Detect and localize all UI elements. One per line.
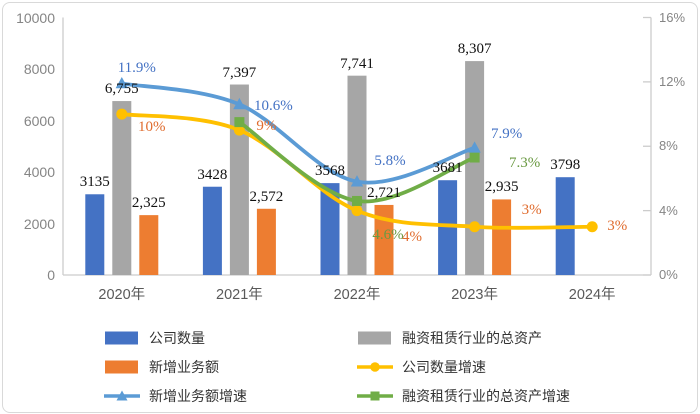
left-axis-tick-label: 8000 (23, 61, 55, 77)
circle-marker-icon (370, 361, 380, 372)
bar-融资租赁行业的总资产-2023年 (465, 61, 485, 275)
line-value-label: 3% (607, 217, 628, 234)
bar-公司数量-2023年 (438, 180, 458, 275)
legend-item-total-assets: 融资租赁行业的总资产 (357, 330, 570, 346)
bar-legend-marker-icon (105, 360, 138, 373)
legend-item-new-business: 新增业务额 (104, 359, 357, 375)
x-axis-category-label: 2023年 (451, 287, 498, 303)
right-axis-tick-label: 12% (659, 73, 686, 89)
bar-value-label: 3428 (197, 166, 228, 183)
bar-value-label: 3568 (315, 163, 345, 180)
legend-item-total-assets-growth: 融资租赁行业的总资产增速 (357, 388, 570, 404)
line-value-label: 9% (256, 118, 277, 135)
line-新增业务额增速 (119, 81, 477, 185)
legend-item-new-business-growth: 新增业务额增速 (104, 388, 357, 404)
bar-value-label: 2,935 (484, 179, 519, 196)
bar-value-label: 2,325 (131, 195, 166, 212)
line-value-label: 4.6% (372, 226, 404, 243)
bar-融资租赁行业的总资产-2020年 (112, 101, 132, 275)
triangle-marker-icon (116, 390, 128, 400)
line-value-label: 10% (138, 119, 166, 136)
line-circle-legend-marker-icon (357, 361, 393, 372)
line-value-label: 7.9% (490, 125, 523, 142)
marker-triangle-新增业务额增速-2022年 (350, 175, 364, 187)
left-axis-tick-label: 6000 (23, 112, 55, 129)
marker-circle-公司数量增速-2024年 (586, 221, 598, 233)
legend-swatch-bar-orange (104, 360, 140, 374)
marker-triangle-新增业务额增速-2020年 (115, 76, 128, 89)
bar-legend-marker-icon (358, 331, 391, 344)
bar-legend-marker-icon (105, 331, 138, 344)
legend-label: 新增业务额 (149, 358, 219, 375)
bar-value-label: 3681 (432, 160, 463, 177)
line-square-legend-marker-icon (357, 391, 393, 400)
legend-label: 公司数量增速 (402, 358, 486, 375)
right-axis-tick-label: 8% (659, 138, 678, 154)
x-axis-category-label: 2020年 (98, 287, 146, 303)
line-value-label: 7.3% (508, 154, 541, 171)
left-axis-tick-label: 0 (47, 267, 55, 283)
legend-swatch-line-triangle (104, 389, 140, 403)
chart-legend: 公司数量 融资租赁行业的总资产 新增业务额 公司数量增速 新增业务额增速 融资租… (104, 323, 570, 410)
bar-swatch-icon (358, 331, 391, 344)
bar-公司数量-2022年 (320, 183, 340, 275)
bar-新增业务额-2022年 (374, 204, 394, 275)
x-axis-category-label: 2024年 (568, 287, 616, 303)
bar-公司数量-2020年 (85, 194, 105, 275)
marker-triangle-新增业务额增速-2021年 (233, 97, 246, 110)
right-axis-tick-label: 16% (659, 9, 686, 25)
right-axis-tick-label: 4% (659, 202, 678, 218)
x-axis-category-label: 2022年 (333, 287, 381, 303)
bar-新增业务额-2021年 (256, 208, 276, 275)
marker-square-融资租赁行业的总资产增速-2023年 (469, 152, 480, 163)
legend-label: 融资租赁行业的总资产 (402, 329, 542, 346)
legend-item-company-count: 公司数量 (104, 330, 357, 346)
marker-square-融资租赁行业的总资产增速-2022年 (352, 195, 362, 206)
line-value-label: 4% (402, 228, 422, 245)
line-triangle-legend-marker-icon (104, 390, 140, 400)
bar-value-label: 7,741 (340, 55, 374, 72)
legend-swatch-bar-gray (357, 331, 393, 345)
legend-swatch-line-square (357, 389, 393, 403)
marker-circle-公司数量增速-2022年 (351, 205, 363, 217)
bar-value-label: 8,307 (457, 41, 492, 58)
line-value-label: 11.9% (117, 60, 156, 77)
legend-label: 新增业务额增速 (149, 387, 247, 404)
left-axis-tick-label: 10000 (16, 9, 55, 26)
bar-新增业务额-2020年 (139, 215, 159, 275)
bar-value-label: 3135 (79, 174, 110, 191)
bar-value-label: 3798 (550, 157, 581, 174)
marker-square-融资租赁行业的总资产增速-2021年 (234, 117, 245, 128)
marker-circle-公司数量增速-2021年 (233, 124, 245, 136)
legend-item-company-count-growth: 公司数量增速 (357, 359, 570, 375)
square-marker-icon (370, 391, 380, 400)
marker-circle-公司数量增速-2020年 (116, 108, 128, 120)
bar-value-label: 7,397 (222, 64, 257, 81)
bar-value-label: 6,755 (104, 81, 139, 98)
line-value-label: 3% (521, 201, 542, 218)
bar-新增业务额-2023年 (492, 199, 512, 275)
marker-triangle-新增业务额增速-2023年 (468, 141, 481, 153)
line-value-label: 5.8% (374, 152, 406, 169)
line-value-label: 10.6% (254, 98, 293, 115)
right-axis-tick-label: 0% (659, 267, 678, 282)
legend-label: 融资租赁行业的总资产增速 (402, 387, 570, 404)
bar-value-label: 2,572 (249, 188, 284, 205)
legend-label: 公司数量 (149, 329, 205, 346)
legend-swatch-line-circle (357, 360, 393, 374)
bar-value-label: 2,721 (367, 184, 401, 201)
marker-circle-公司数量增速-2023年 (469, 221, 481, 233)
left-axis-tick-label: 4000 (23, 164, 55, 180)
bar-swatch-icon (105, 360, 138, 373)
bar-swatch-icon (105, 331, 138, 344)
left-axis-tick-label: 2000 (23, 215, 55, 232)
legend-swatch-bar-blue (104, 331, 140, 345)
bar-公司数量-2021年 (202, 186, 222, 275)
x-axis-category-label: 2021年 (216, 287, 263, 303)
